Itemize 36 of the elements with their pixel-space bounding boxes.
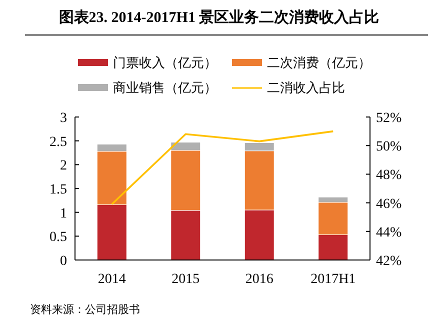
bar xyxy=(244,142,274,152)
bar xyxy=(244,150,274,210)
x-tick-label: 2016 xyxy=(245,272,274,287)
y-tick-label: 0 xyxy=(60,254,67,269)
bar xyxy=(318,202,348,235)
y-tick-label: 0.5 xyxy=(50,230,67,246)
bar xyxy=(318,234,348,260)
bar xyxy=(170,150,201,211)
legend-label: 二消收入占比 xyxy=(267,80,345,95)
y-tick-label: 1 xyxy=(60,206,67,222)
y2-tick-label: 50% xyxy=(376,140,402,155)
y2-tick-label: 42% xyxy=(376,254,402,269)
legend-label: 商业销售（亿元） xyxy=(113,80,217,95)
y2-tick-label: 48% xyxy=(376,168,402,184)
x-tick-label: 2014 xyxy=(98,272,126,287)
line-series xyxy=(110,130,334,206)
legend-label: 二次消费（亿元） xyxy=(267,55,371,70)
legend-label: 门票收入（亿元） xyxy=(113,55,217,70)
x-tick-label: 2017H1 xyxy=(310,272,356,287)
bar xyxy=(96,144,127,152)
y-tick-label: 2.5 xyxy=(50,134,67,150)
y2-tick-label: 46% xyxy=(376,196,402,212)
y-tick-label: 2 xyxy=(60,158,67,174)
y2-tick-label: 52% xyxy=(376,111,402,126)
y-tick-label: 3 xyxy=(60,111,67,126)
bar xyxy=(170,142,201,151)
chart-title: 图表23. 2014-2017H1 景区业务二次消费收入占比 xyxy=(58,9,380,26)
y-tick-label: 1.5 xyxy=(50,182,67,198)
x-tick-label: 2015 xyxy=(172,272,200,287)
bar xyxy=(318,196,348,203)
bar xyxy=(244,210,274,260)
y2-tick-label: 44% xyxy=(376,225,402,240)
bar xyxy=(170,210,201,260)
bar xyxy=(96,151,127,205)
text: 资料来源：公司招股书 xyxy=(30,303,140,316)
bar xyxy=(96,204,127,260)
